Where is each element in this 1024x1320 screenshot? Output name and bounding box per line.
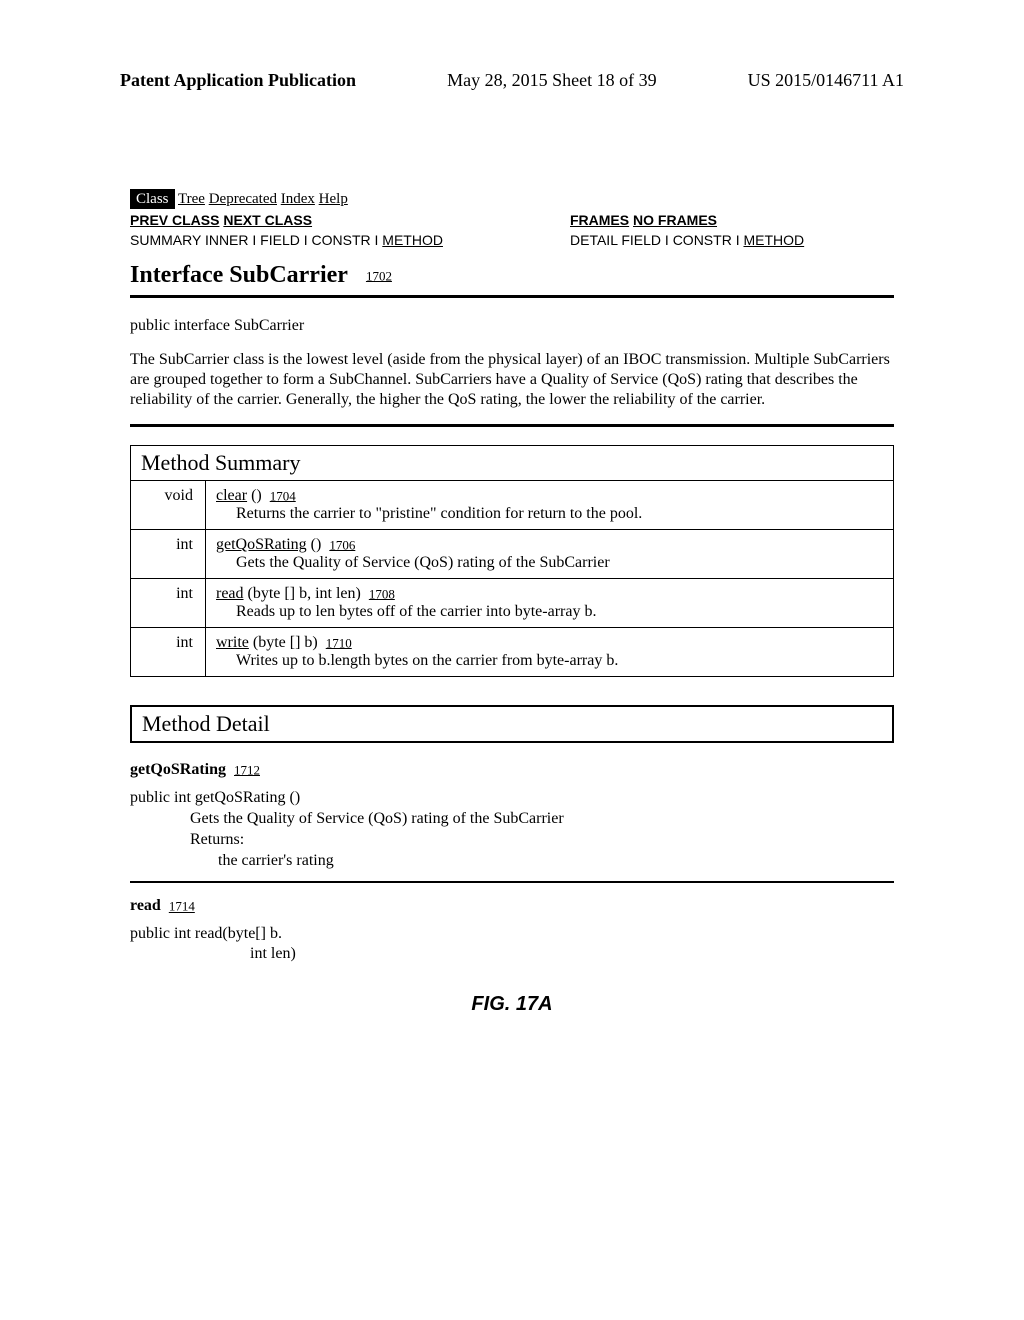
content-area: Class Tree Deprecated Index Help PREV CL… <box>120 191 904 1016</box>
method-summary-header-row: Method Summary <box>131 446 894 481</box>
method-cell: getQoSRating () 1706 Gets the Quality of… <box>206 530 894 579</box>
method-detail-ref: 1714 <box>169 899 195 914</box>
method-detail-desc: Gets the Quality of Service (QoS) rating… <box>190 810 564 827</box>
publication-label: Patent Application Publication <box>120 70 356 91</box>
divider <box>130 881 894 883</box>
method-signature-line1: public int read(byte[] b. <box>130 925 894 943</box>
method-summary-title: Method Summary <box>131 446 894 481</box>
interface-title: Interface SubCarrier 1702 <box>130 262 894 289</box>
method-description: Reads up to len bytes off of the carrier… <box>216 603 883 621</box>
detail-label: DETAIL FIELD I CONSTR I <box>570 232 743 248</box>
figure-label: FIG. 17A <box>130 993 894 1016</box>
method-return-type: int <box>131 530 206 579</box>
nav-tab-class[interactable]: Class <box>130 189 175 209</box>
nav-tab-help[interactable]: Help <box>319 191 348 207</box>
frames-link[interactable]: FRAMES <box>570 212 629 228</box>
next-class-link[interactable]: NEXT CLASS <box>223 212 312 228</box>
method-sig: () <box>247 487 262 504</box>
method-detail-returns-value: the carrier's rating <box>190 851 894 872</box>
method-description: Gets the Quality of Service (QoS) rating… <box>216 554 883 572</box>
method-description: Writes up to b.length bytes on the carri… <box>216 652 883 670</box>
method-detail-name-text: getQoSRating <box>130 761 226 778</box>
javadoc-nav-summary-detail: SUMMARY INNER I FIELD I CONSTR I METHOD … <box>130 232 894 248</box>
method-ref-num: 1704 <box>270 488 296 503</box>
table-row: void clear () 1704 Returns the carrier t… <box>131 481 894 530</box>
method-return-type: int <box>131 628 206 677</box>
method-return-type: void <box>131 481 206 530</box>
interface-description: The SubCarrier class is the lowest level… <box>130 350 894 410</box>
method-detail-name: read 1714 <box>130 897 894 915</box>
method-signature-line2: int len) <box>130 945 894 963</box>
method-cell: read (byte [] b, int len) 1708 Reads up … <box>206 579 894 628</box>
nav-tab-deprecated[interactable]: Deprecated <box>209 191 277 207</box>
method-detail-title: Method Detail <box>130 705 894 743</box>
table-row: int write (byte [] b) 1710 Writes up to … <box>131 628 894 677</box>
detail-method-link[interactable]: METHOD <box>743 232 804 248</box>
table-row: int read (byte [] b, int len) 1708 Reads… <box>131 579 894 628</box>
method-link-write[interactable]: write <box>216 634 249 651</box>
method-detail-name-text: read <box>130 897 161 914</box>
divider <box>130 295 894 298</box>
method-cell: clear () 1704 Returns the carrier to "pr… <box>206 481 894 530</box>
javadoc-nav-classes: PREV CLASS NEXT CLASS FRAMES NO FRAMES <box>130 212 894 228</box>
method-ref-num: 1708 <box>369 586 395 601</box>
nav-tab-index[interactable]: Index <box>281 191 315 207</box>
interface-title-text: Interface SubCarrier <box>130 262 348 288</box>
method-link-clear[interactable]: clear <box>216 487 247 504</box>
method-sig: (byte [] b, int len) <box>244 585 361 602</box>
method-description: Returns the carrier to "pristine" condit… <box>216 505 883 523</box>
nav-tab-tree[interactable]: Tree <box>178 191 205 207</box>
publication-header: Patent Application Publication May 28, 2… <box>120 70 904 91</box>
method-sig: (byte [] b) <box>249 634 318 651</box>
method-signature: public int getQoSRating () <box>130 789 894 807</box>
method-link-read[interactable]: read <box>216 585 244 602</box>
method-detail-returns-label: Returns: <box>190 831 244 848</box>
publication-date-sheet: May 28, 2015 Sheet 18 of 39 <box>447 70 656 91</box>
method-cell: write (byte [] b) 1710 Writes up to b.le… <box>206 628 894 677</box>
method-link-getqosrating[interactable]: getQoSRating <box>216 536 307 553</box>
prev-class-link[interactable]: PREV CLASS <box>130 212 219 228</box>
method-summary-table: Method Summary void clear () 1704 Return… <box>130 445 894 677</box>
interface-ref-num: 1702 <box>366 268 392 283</box>
table-row: int getQoSRating () 1706 Gets the Qualit… <box>131 530 894 579</box>
javadoc-nav-tabs: Class Tree Deprecated Index Help <box>130 191 894 208</box>
method-sig: () <box>307 536 322 553</box>
method-ref-num: 1706 <box>329 537 355 552</box>
method-detail-name: getQoSRating 1712 <box>130 761 894 779</box>
method-detail-body: Gets the Quality of Service (QoS) rating… <box>130 809 894 871</box>
no-frames-link[interactable]: NO FRAMES <box>633 212 717 228</box>
publication-number: US 2015/0146711 A1 <box>748 70 904 91</box>
method-detail-ref: 1712 <box>234 762 260 777</box>
summary-method-link[interactable]: METHOD <box>382 232 443 248</box>
summary-label: SUMMARY INNER I FIELD I CONSTR I <box>130 232 382 248</box>
method-ref-num: 1710 <box>326 635 352 650</box>
divider <box>130 424 894 427</box>
interface-declaration: public interface SubCarrier <box>130 316 894 336</box>
method-return-type: int <box>131 579 206 628</box>
page-container: Patent Application Publication May 28, 2… <box>0 0 1024 1016</box>
